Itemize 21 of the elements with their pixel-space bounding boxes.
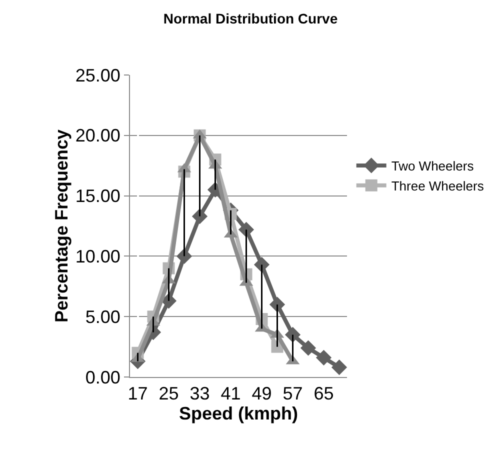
chart-title: Normal Distribution Curve bbox=[163, 10, 338, 26]
x-tick-label: 33 bbox=[190, 384, 210, 404]
y-tick-label: 5.00 bbox=[85, 306, 120, 327]
point bbox=[316, 350, 332, 366]
y-tick-label: 0.00 bbox=[85, 367, 120, 388]
x-tick-label: 41 bbox=[220, 384, 241, 404]
y-tick-label: 20.00 bbox=[75, 126, 120, 146]
legend-label: Two Wheelers bbox=[391, 158, 474, 174]
x-tick-label: 57 bbox=[282, 384, 303, 404]
y-tick-label: 15.00 bbox=[75, 186, 120, 206]
point bbox=[300, 340, 316, 356]
point bbox=[331, 360, 347, 376]
x-axis-title: Speed (kmph) bbox=[178, 404, 298, 424]
x-tick-label: 49 bbox=[252, 384, 272, 404]
legend-label: Three Wheelers bbox=[391, 178, 484, 194]
y-tick-label: 10.00 bbox=[75, 246, 120, 266]
x-tick-label: 25 bbox=[158, 384, 179, 404]
y-axis-title: Percentage Frequency bbox=[52, 129, 72, 323]
y-tick-label: 25.00 bbox=[75, 65, 120, 86]
x-tick-label: 65 bbox=[314, 384, 334, 404]
x-tick-label: 17 bbox=[128, 384, 148, 404]
